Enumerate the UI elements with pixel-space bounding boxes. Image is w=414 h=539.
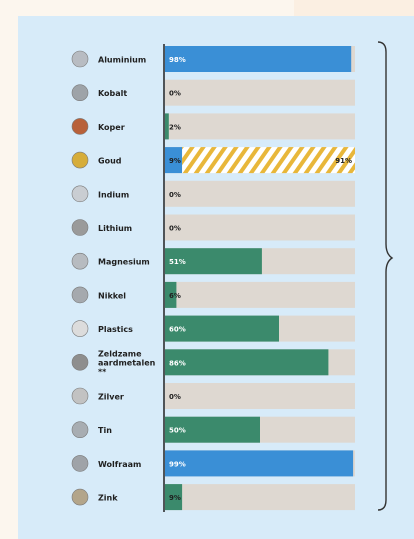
nikkel-icon xyxy=(71,286,89,304)
plastics-icon xyxy=(71,320,89,337)
value-label-koper: 2% xyxy=(169,123,181,131)
bar-track-zink xyxy=(165,484,355,511)
bar-wolfraam xyxy=(165,450,354,477)
koper-icon xyxy=(71,118,89,135)
value-label-plastics: 60% xyxy=(169,326,186,334)
bar-track-indium xyxy=(165,180,355,207)
bar-secondary-goud xyxy=(182,147,355,174)
value-label-goud: 9% xyxy=(169,157,181,165)
bar-plastics xyxy=(165,315,279,342)
category-label-indium: Indium xyxy=(98,190,129,199)
bar-zink xyxy=(165,484,183,511)
category-label-koper: Koper xyxy=(98,123,125,132)
bar-koper xyxy=(165,113,169,140)
value-label-indium: 0% xyxy=(169,191,181,199)
bar-track-zilver xyxy=(165,383,355,409)
category-label-goud: Goud xyxy=(98,157,122,166)
category-label-lithium: Lithium xyxy=(98,224,132,233)
tin-icon xyxy=(71,421,89,439)
category-label-aluminium: Aluminium xyxy=(98,56,146,65)
category-label-kobalt: Kobalt xyxy=(98,89,127,98)
category-label-wolfraam: Wolfraam xyxy=(98,460,141,469)
zilver-icon xyxy=(71,387,89,405)
zeldzame-aardmetalen-icon xyxy=(71,353,89,371)
goud-icon xyxy=(71,151,89,169)
bar-track-lithium xyxy=(165,214,355,241)
bar-magnesium xyxy=(165,248,262,275)
category-label-zilver: Zilver xyxy=(98,393,124,402)
value-label-nikkel: 6% xyxy=(169,292,181,300)
value-label-aluminium: 98% xyxy=(169,56,186,64)
value-label-wolfraam: 99% xyxy=(169,460,186,468)
value-label-kobalt: 0% xyxy=(169,90,181,98)
value-label-zink: 9% xyxy=(169,494,181,502)
wolfraam-icon xyxy=(71,455,89,472)
indium-icon xyxy=(71,185,89,203)
category-label-magnesium: Magnesium xyxy=(98,258,150,267)
magnesium-icon xyxy=(71,252,89,270)
lithium-icon xyxy=(71,219,89,236)
bar-zeldzame-aardmetalen xyxy=(165,349,329,376)
bar-nikkel xyxy=(165,281,177,308)
category-label-nikkel: Nikkel xyxy=(98,291,126,300)
value-label-lithium: 0% xyxy=(169,225,181,233)
value-label-secondary-goud: 91% xyxy=(335,157,352,165)
kobalt-icon xyxy=(71,84,89,101)
bar-goud xyxy=(165,147,183,174)
category-label-tin: Tin xyxy=(98,426,112,435)
zink-icon xyxy=(71,488,89,506)
right-brace xyxy=(377,41,394,511)
bar-tin xyxy=(165,416,260,443)
value-label-zilver: 0% xyxy=(169,393,181,401)
category-label-zeldzame-aardmetalen: Zeldzame aardmetalen ** xyxy=(98,349,156,376)
value-label-tin: 50% xyxy=(169,427,186,435)
bar-track-koper xyxy=(165,113,355,140)
category-label-zink: Zink xyxy=(98,494,118,503)
aluminium-icon xyxy=(71,50,89,68)
chart-panel: Aluminium 98% Kobalt 0% Koper 2% Goud 91% 9% Indi… xyxy=(18,16,414,539)
value-label-zeldzame-aardmetalen: 86% xyxy=(169,359,186,367)
category-label-plastics: Plastics xyxy=(98,325,133,334)
bar-track-kobalt xyxy=(165,79,355,106)
bar-track-nikkel xyxy=(165,281,355,308)
value-label-magnesium: 51% xyxy=(169,258,186,266)
bar-chart: Aluminium 98% Kobalt 0% Koper 2% Goud 91% 9% Indi… xyxy=(71,44,355,512)
bar-aluminium xyxy=(165,46,352,72)
